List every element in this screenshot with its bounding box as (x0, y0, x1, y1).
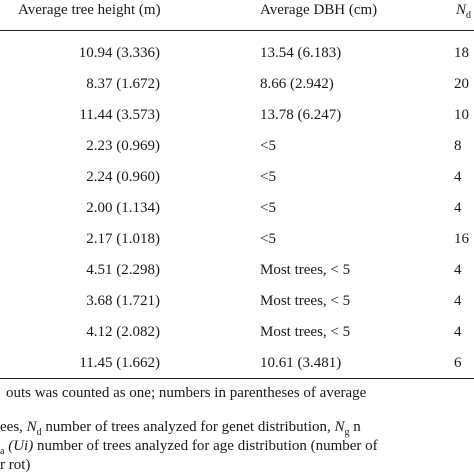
footnote-text: number of trees analyzed for genet distr… (41, 419, 335, 435)
footnote-line-3: a (Ui) number of trees analyzed for age … (0, 437, 378, 461)
footnote-subscript-d: d (36, 427, 42, 438)
cell-dbh: <5 (260, 169, 276, 185)
cell-height: 4.51 (2.298) (86, 262, 160, 278)
cell-dbh: <5 (260, 231, 276, 247)
header-avg-height: Average tree height (m) (18, 2, 161, 18)
footnote-symbol-ui: (Ui) (4, 438, 34, 454)
cell-nd: 4 (454, 262, 462, 278)
cell-nd: 10 (454, 107, 469, 123)
header-avg-dbh: Average DBH (cm) (260, 2, 378, 18)
footnote-text: number of trees analyzed for age distrib… (33, 438, 378, 454)
footnote-symbol-ng: N (334, 419, 345, 435)
cell-height: 4.12 (2.082) (86, 324, 160, 340)
cell-nd: 4 (454, 324, 462, 340)
cell-dbh: 13.54 (6.183) (260, 45, 342, 61)
table-bottom-rule (0, 378, 474, 379)
footnote-line-1: outs was counted as one; numbers in pare… (6, 385, 367, 401)
cell-height: 2.00 (1.134) (86, 200, 160, 216)
cell-height: 11.45 (1.662) (79, 355, 160, 371)
footnote-line-2: ees, Nd number of trees analyzed for gen… (0, 418, 361, 442)
cell-height: 2.23 (0.969) (86, 138, 160, 154)
cell-height: 11.44 (3.573) (79, 107, 160, 123)
cell-nd: 4 (454, 200, 462, 216)
cell-height: 2.17 (1.018) (86, 231, 160, 247)
footnote-line-4: r rot) (0, 457, 31, 473)
footnote-text: ees, (0, 419, 27, 435)
cell-nd: 6 (454, 355, 462, 371)
cell-nd: 18 (454, 45, 469, 61)
cell-dbh: 10.61 (3.481) (260, 355, 342, 371)
cell-dbh: Most trees, < 5 (260, 262, 351, 278)
cell-height: 2.24 (0.960) (86, 169, 160, 185)
cell-nd: 4 (454, 169, 462, 185)
header-rule (0, 30, 474, 31)
cell-nd: 16 (454, 231, 469, 247)
cell-dbh: 8.66 (2.942) (260, 76, 334, 92)
cell-height: 8.37 (1.672) (86, 76, 160, 92)
header-nd-symbol: N (456, 2, 467, 18)
cell-dbh: Most trees, < 5 (260, 293, 351, 309)
cell-dbh: Most trees, < 5 (260, 324, 351, 340)
cell-dbh: <5 (260, 200, 276, 216)
header-nd: Nd (456, 2, 471, 21)
cell-height: 3.68 (1.721) (86, 293, 160, 309)
cell-nd: 20 (454, 76, 469, 92)
footnote-subscript-g: g (344, 427, 350, 438)
footnote-subscript-a: a (0, 446, 5, 457)
cell-nd: 4 (454, 293, 462, 309)
footnote-symbol-nd: N (26, 419, 37, 435)
footnote-text: n (349, 419, 361, 435)
cell-dbh: <5 (260, 138, 276, 154)
cell-height: 10.94 (3.336) (78, 45, 160, 61)
cell-dbh: 13.78 (6.247) (260, 107, 342, 123)
cell-nd: 8 (454, 138, 462, 154)
header-nd-subscript: d (466, 10, 472, 21)
